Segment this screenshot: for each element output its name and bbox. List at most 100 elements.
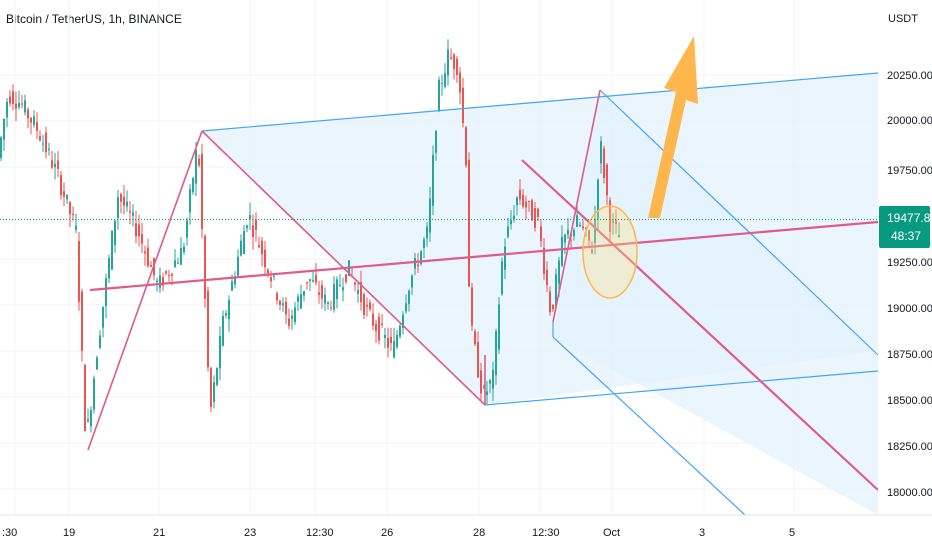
candle-body	[84, 365, 86, 432]
candle-body	[336, 279, 338, 300]
candle-body	[168, 275, 170, 277]
price-axis[interactable]: USDT 20250.00 20000.00 19750.00 19250.00…	[878, 0, 932, 515]
candle-body	[36, 121, 38, 131]
candle-body	[423, 239, 425, 248]
candle-body	[144, 251, 146, 254]
candle-body	[78, 241, 80, 302]
time-tick: :30	[2, 527, 17, 539]
candle-body	[33, 116, 35, 125]
candle-body	[354, 282, 356, 285]
time-tick: 21	[153, 527, 165, 539]
candle-body	[261, 240, 263, 255]
candle-body	[87, 419, 89, 422]
fork-median-line[interactable]	[521, 159, 879, 491]
candle-body	[552, 304, 554, 310]
fork-handle[interactable]	[552, 89, 601, 323]
candle-body	[333, 284, 335, 310]
candle-body	[408, 290, 410, 304]
candle-body	[600, 141, 602, 164]
time-tick: Oct	[603, 527, 620, 539]
candle-body	[321, 285, 323, 299]
candle-body	[510, 220, 512, 225]
candle-body	[276, 293, 278, 301]
candle-body	[222, 316, 224, 346]
candle-body	[486, 391, 488, 395]
candle-body	[609, 200, 611, 232]
bar-countdown: 48:37	[891, 229, 921, 243]
price-tick: 20250.00	[887, 70, 932, 82]
candle-body	[597, 179, 599, 220]
candle-body	[507, 226, 509, 237]
candle-body	[255, 219, 257, 230]
price-tick: 18500.00	[887, 395, 932, 407]
pitchfork-median-line[interactable]	[89, 220, 879, 292]
candle-body	[132, 212, 134, 216]
candle-body	[225, 313, 227, 316]
candle-body	[345, 274, 347, 282]
candle-body	[72, 213, 74, 215]
candle-body	[75, 225, 77, 230]
candle-body	[444, 73, 446, 87]
candle-body	[459, 72, 461, 93]
price-tick: 19750.00	[887, 165, 932, 177]
channel-lower-line[interactable]	[484, 370, 879, 406]
time-tick: 12:30	[306, 527, 334, 539]
price-tick: 19000.00	[887, 303, 932, 315]
candle-body	[540, 226, 542, 242]
candle-body	[138, 224, 140, 237]
candle-body	[495, 331, 497, 376]
candle-body	[21, 103, 23, 105]
fork-upper-prong[interactable]	[599, 89, 879, 356]
fork-lower-prong[interactable]	[552, 336, 746, 516]
candle-body	[543, 247, 545, 274]
candle-body	[42, 143, 44, 145]
candle-body	[324, 294, 326, 304]
candle-body	[162, 276, 164, 286]
candle-body	[588, 230, 590, 241]
candle-body	[81, 291, 83, 351]
candle-body	[171, 273, 173, 276]
candle-body	[57, 160, 59, 169]
candle-body	[471, 287, 473, 326]
candle-body	[246, 225, 248, 229]
candle-body	[303, 290, 305, 296]
candle-body	[279, 300, 281, 305]
candle-body	[228, 299, 230, 320]
candle-body	[618, 234, 620, 238]
price-tick: 19250.00	[887, 257, 932, 269]
candle-body	[114, 220, 116, 246]
candle-body	[615, 219, 617, 224]
candle-body	[432, 154, 434, 206]
candle-body	[108, 258, 110, 279]
candle-body	[339, 285, 341, 287]
candle-body	[90, 409, 92, 427]
candle-body	[123, 196, 125, 206]
channel-upper-line[interactable]	[201, 72, 879, 132]
candle-body	[180, 248, 182, 265]
candle-body	[396, 335, 398, 348]
candle-body	[411, 275, 413, 288]
drawings-layer[interactable]	[87, 36, 879, 516]
candle-body	[99, 335, 101, 348]
candle-body	[555, 274, 557, 307]
candle-body	[567, 229, 569, 235]
candle-body	[15, 103, 17, 109]
candle-body	[210, 368, 212, 407]
candle-body	[135, 223, 137, 237]
candle-body	[441, 83, 443, 85]
candle-body	[534, 208, 536, 228]
candle-body	[306, 282, 308, 284]
pitchfork-leg-1[interactable]	[87, 130, 203, 451]
price-tick: 18750.00	[887, 349, 932, 361]
candle-body	[0, 137, 2, 158]
candle-body	[177, 262, 179, 264]
candle-body	[546, 269, 548, 286]
time-axis[interactable]: :30 19 21 23 12:30 26 28 12:30 Oct 3 5	[0, 514, 932, 550]
highlight-ellipse[interactable]	[582, 205, 638, 299]
candle-body	[291, 315, 293, 319]
candle-body	[219, 336, 221, 369]
candle-body	[372, 313, 374, 326]
candle-body	[468, 159, 470, 287]
bullish-arrow-icon[interactable]	[648, 36, 698, 218]
